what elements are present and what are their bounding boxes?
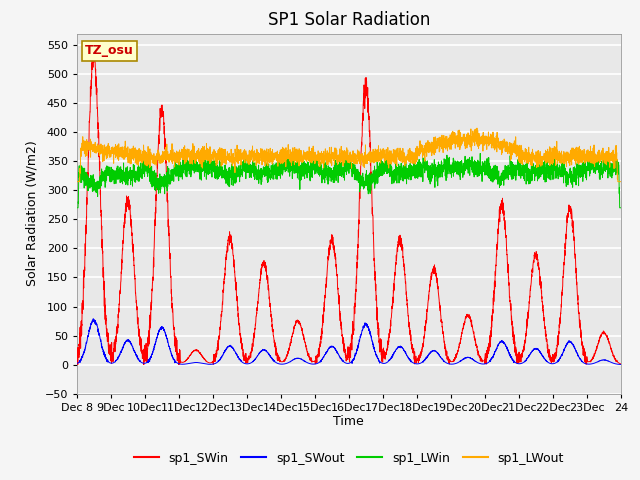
- sp1_SWout: [499, 340, 507, 346]
- sp1_LWin: [491, 169, 499, 175]
- sp1_SWin: [491, 284, 499, 289]
- sp1_SWout: [617, 361, 625, 367]
- sp1_LWin: [436, 169, 444, 175]
- sp1_LWout: [475, 131, 483, 136]
- sp1_SWin: [167, 274, 175, 280]
- Line: sp1_SWout: sp1_SWout: [77, 319, 621, 364]
- X-axis label: Time: Time: [333, 415, 364, 429]
- Line: sp1_LWout: sp1_LWout: [77, 128, 621, 181]
- sp1_LWin: [617, 205, 625, 211]
- sp1_LWout: [491, 146, 499, 152]
- Line: sp1_LWin: sp1_LWin: [77, 152, 621, 208]
- sp1_LWin: [166, 175, 174, 181]
- sp1_LWin: [475, 163, 483, 169]
- sp1_SWin: [617, 361, 625, 367]
- sp1_LWin: [343, 149, 351, 155]
- sp1_SWout: [73, 361, 81, 367]
- Text: TZ_osu: TZ_osu: [85, 44, 134, 58]
- sp1_SWout: [436, 353, 444, 359]
- sp1_LWout: [166, 147, 174, 153]
- Title: SP1 Solar Radiation: SP1 Solar Radiation: [268, 11, 430, 29]
- sp1_LWout: [425, 150, 433, 156]
- sp1_LWin: [73, 205, 81, 211]
- sp1_LWin: [499, 178, 507, 183]
- sp1_SWin: [425, 291, 433, 297]
- sp1_LWout: [473, 125, 481, 131]
- sp1_LWout: [436, 146, 444, 152]
- Legend: sp1_SWin, sp1_SWout, sp1_LWin, sp1_LWout: sp1_SWin, sp1_SWout, sp1_LWin, sp1_LWout: [129, 447, 569, 469]
- sp1_SWout: [425, 351, 433, 357]
- sp1_SWin: [436, 304, 444, 310]
- Line: sp1_SWin: sp1_SWin: [77, 46, 621, 365]
- sp1_SWin: [73, 345, 81, 350]
- sp1_SWin: [476, 353, 483, 359]
- sp1_LWout: [499, 141, 507, 147]
- sp1_SWout: [167, 348, 175, 354]
- sp1_SWin: [499, 211, 507, 216]
- sp1_SWout: [491, 348, 499, 354]
- sp1_SWin: [74, 362, 82, 368]
- Y-axis label: Solar Radiation (W/m2): Solar Radiation (W/m2): [26, 141, 39, 287]
- sp1_LWin: [425, 177, 433, 183]
- sp1_SWout: [90, 316, 97, 322]
- sp1_SWin: [90, 43, 97, 49]
- sp1_LWout: [617, 179, 625, 184]
- sp1_SWout: [475, 360, 483, 366]
- sp1_LWout: [73, 179, 81, 184]
